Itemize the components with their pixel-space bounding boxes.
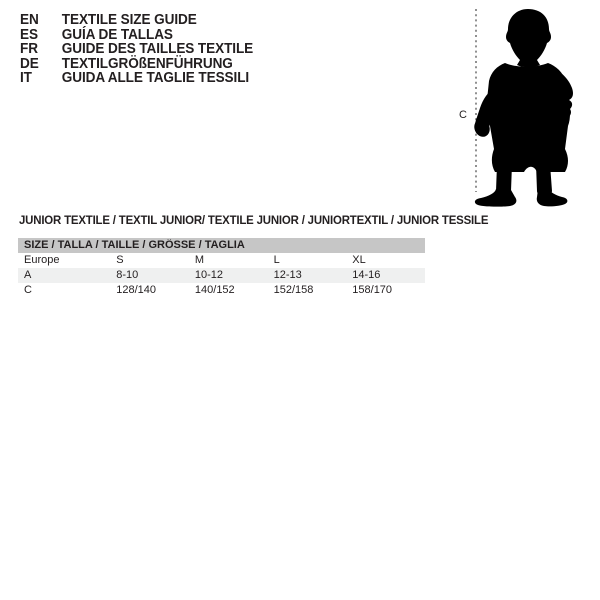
svg-text:C: C — [459, 109, 467, 121]
